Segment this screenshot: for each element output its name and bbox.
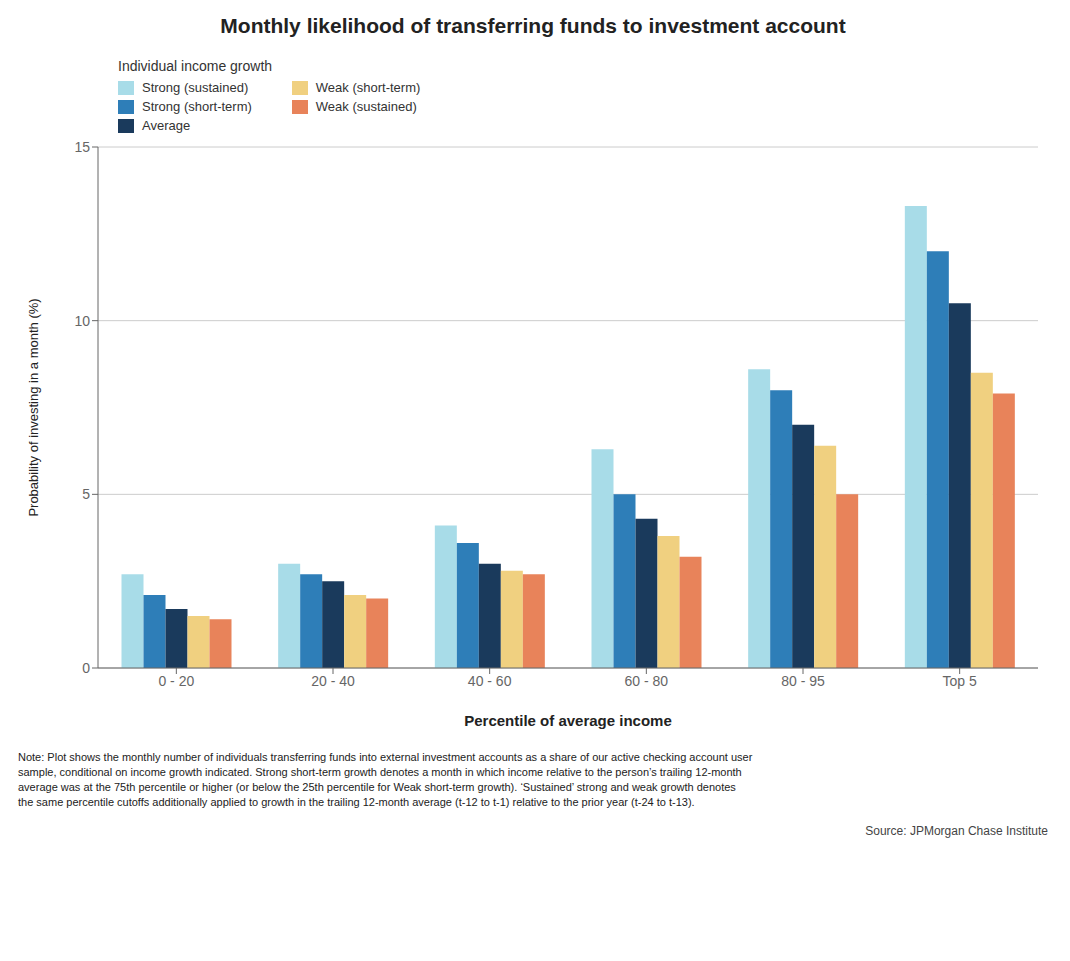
svg-text:0: 0 (82, 660, 90, 676)
svg-text:15: 15 (74, 139, 90, 155)
svg-text:60 - 80: 60 - 80 (625, 673, 669, 689)
html-text:Strong (sustained): Strong (sustained) (142, 80, 249, 95)
svg-text:0 - 20: 0 - 20 (158, 673, 194, 689)
svg-text:Probability of investing in a: Probability of investing in a month (%) (26, 298, 41, 516)
html-text:average was at the 75th percen: average was at the 75th percentile or hi… (18, 781, 736, 793)
svg-text:5: 5 (82, 486, 90, 502)
svg-text:80 - 95: 80 - 95 (781, 673, 825, 689)
svg-text:Top 5: Top 5 (943, 673, 977, 689)
html-text:sample, conditional on income: sample, conditional on income growth ind… (18, 766, 742, 778)
svg-text:20 - 40: 20 - 40 (311, 673, 355, 689)
html-text:Note: Plot shows the monthly n: Note: Plot shows the monthly number of i… (18, 751, 753, 763)
html-text:Individual income growth: Individual income growth (118, 58, 273, 74)
html-text:the same percentile cutoffs ad: the same percentile cutoffs additionally… (18, 796, 695, 808)
html-text:Weak (short-term): Weak (short-term) (315, 80, 421, 95)
html-text:Average: Average (142, 118, 191, 133)
svg-text:Percentile of average income: Percentile of average income (464, 712, 672, 729)
html-text:Source: JPMorgan Chase Institu: Source: JPMorgan Chase Institute (865, 824, 1048, 838)
html-text:Strong (short-term): Strong (short-term) (142, 99, 252, 114)
html-text:Weak (sustained): Weak (sustained) (315, 99, 417, 114)
svg-text:40 - 60: 40 - 60 (468, 673, 512, 689)
html-text:Monthly likelihood of transfer: Monthly likelihood of transferring funds… (220, 14, 846, 37)
svg-text:10: 10 (74, 313, 90, 329)
